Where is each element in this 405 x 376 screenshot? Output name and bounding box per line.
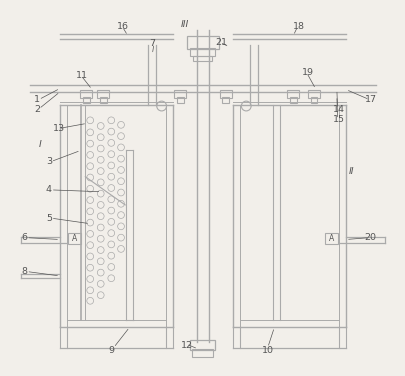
Text: 1: 1 <box>34 95 40 104</box>
Text: 11: 11 <box>76 71 88 80</box>
Bar <box>286 90 298 98</box>
Bar <box>186 36 218 49</box>
Text: 2: 2 <box>34 105 40 114</box>
Text: 8: 8 <box>22 267 28 276</box>
Text: 18: 18 <box>292 22 304 31</box>
Text: III: III <box>180 20 188 29</box>
Text: 17: 17 <box>364 95 376 104</box>
Text: 3: 3 <box>46 157 52 166</box>
Text: 21: 21 <box>215 38 226 47</box>
Bar <box>83 97 90 103</box>
Bar <box>324 233 337 244</box>
Bar <box>307 90 319 98</box>
Bar <box>174 90 186 98</box>
Text: I: I <box>38 140 41 149</box>
Bar <box>97 90 109 98</box>
Bar <box>80 90 92 98</box>
Bar <box>192 56 212 61</box>
Text: 12: 12 <box>181 341 193 350</box>
Text: A: A <box>328 234 333 243</box>
Text: 13: 13 <box>53 124 65 133</box>
Bar <box>219 90 231 98</box>
Text: 15: 15 <box>332 115 344 124</box>
Text: 10: 10 <box>262 346 274 355</box>
Text: 4: 4 <box>46 185 52 194</box>
Text: 6: 6 <box>22 233 28 242</box>
Bar <box>289 97 296 103</box>
Bar <box>100 97 107 103</box>
Text: 5: 5 <box>46 214 52 223</box>
Text: 20: 20 <box>364 233 376 242</box>
Text: 14: 14 <box>332 105 344 114</box>
Text: 16: 16 <box>116 22 128 31</box>
Bar <box>68 233 81 244</box>
Bar <box>190 340 215 350</box>
Bar <box>192 349 213 357</box>
Text: 19: 19 <box>301 68 313 77</box>
Text: II: II <box>348 167 354 176</box>
Text: 9: 9 <box>108 346 114 355</box>
Text: A: A <box>72 234 77 243</box>
Text: 7: 7 <box>149 39 155 48</box>
Bar <box>310 97 316 103</box>
Bar <box>177 97 183 103</box>
Bar <box>222 97 228 103</box>
Bar <box>190 48 215 56</box>
